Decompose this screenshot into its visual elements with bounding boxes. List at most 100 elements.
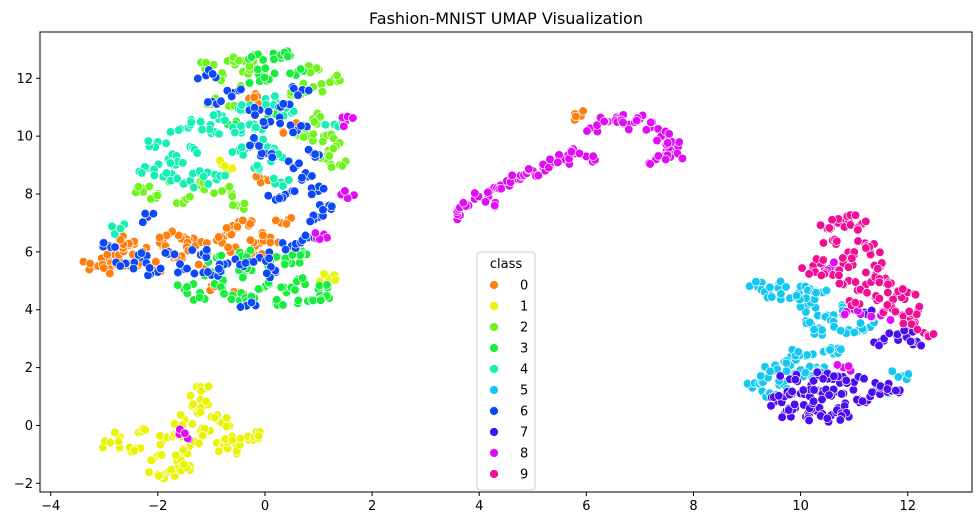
scatter-point-class-6 xyxy=(304,85,314,96)
scatter-point-class-0 xyxy=(232,222,243,232)
scatter-point-class-2 xyxy=(305,67,316,78)
legend-label-class-7: 7 xyxy=(520,426,528,441)
scatter-point-class-7 xyxy=(787,386,797,397)
scatter-point-class-1 xyxy=(235,433,246,444)
scatter-point-class-7 xyxy=(829,371,839,381)
scatter-point-class-9 xyxy=(818,255,828,265)
scatter-point-class-9 xyxy=(827,215,837,225)
scatter-point-class-7 xyxy=(916,340,926,351)
scatter-point-class-2 xyxy=(152,190,163,201)
scatter-point-class-1 xyxy=(220,161,230,171)
x-tick-label: 6 xyxy=(582,499,590,514)
scatter-point-class-6 xyxy=(288,127,298,138)
scatter-point-class-5 xyxy=(781,358,791,368)
scatter-point-class-7 xyxy=(874,340,884,351)
scatter-point-class-4 xyxy=(165,158,175,168)
scatter-point-class-8 xyxy=(646,117,656,128)
scatter-point-class-1 xyxy=(171,450,181,460)
scatter-point-class-6 xyxy=(263,106,274,117)
scatter-point-class-8 xyxy=(480,197,491,207)
scatter-point-class-3 xyxy=(253,284,264,294)
scatter-point-class-1 xyxy=(166,464,176,475)
scatter-point-class-9 xyxy=(850,210,861,220)
scatter-point-class-4 xyxy=(161,168,172,178)
scatter-point-class-7 xyxy=(809,385,819,395)
scatter-point-class-2 xyxy=(209,188,219,198)
x-tick-label: −4 xyxy=(41,499,60,514)
scatter-point-class-7 xyxy=(804,415,814,426)
scatter-point-class-8 xyxy=(832,360,843,370)
scatter-point-class-4 xyxy=(110,229,120,239)
legend-label-class-1: 1 xyxy=(520,300,528,315)
scatter-point-class-6 xyxy=(258,117,269,127)
scatter-point-class-3 xyxy=(280,259,290,269)
scatter-point-class-9 xyxy=(862,288,872,298)
legend-label-class-6: 6 xyxy=(520,405,528,420)
scatter-point-class-6 xyxy=(283,156,294,166)
scatter-point-class-1 xyxy=(140,425,150,435)
scatter-point-class-1 xyxy=(129,446,140,456)
scatter-point-class-6 xyxy=(236,84,246,94)
scatter-point-class-1 xyxy=(176,410,186,420)
scatter-point-class-5 xyxy=(800,368,811,378)
scatter-point-class-8 xyxy=(507,170,517,180)
scatter-point-class-6 xyxy=(235,302,246,312)
scatter-point-class-5 xyxy=(765,282,775,292)
scatter-point-class-3 xyxy=(276,282,286,292)
scatter-point-class-7 xyxy=(775,371,785,381)
scatter-point-class-0 xyxy=(238,215,248,226)
scatter-point-class-1 xyxy=(227,435,238,445)
scatter-point-class-2 xyxy=(298,132,309,142)
scatter-point-class-8 xyxy=(339,121,349,131)
scatter-point-class-8 xyxy=(490,200,500,211)
scatter-point-class-3 xyxy=(226,294,237,304)
scatter-point-class-9 xyxy=(818,238,829,248)
scatter-point-class-2 xyxy=(309,117,320,127)
scatter-point-class-4 xyxy=(143,136,153,146)
scatter-point-class-4 xyxy=(230,127,240,138)
scatter-point-class-9 xyxy=(861,267,871,278)
scatter-point-class-4 xyxy=(174,125,184,135)
scatter-point-class-1 xyxy=(203,381,214,392)
scatter-point-class-7 xyxy=(790,375,801,385)
scatter-point-class-3 xyxy=(219,289,229,299)
scatter-point-class-7 xyxy=(824,390,834,400)
scatter-point-class-6 xyxy=(175,259,185,269)
legend-marker-class-5 xyxy=(489,385,499,395)
scatter-point-class-7 xyxy=(818,374,828,384)
scatter-point-class-6 xyxy=(187,245,197,255)
scatter-point-class-8 xyxy=(574,148,585,159)
scatter-point-class-6 xyxy=(248,257,259,267)
y-tick-label: 4 xyxy=(25,303,33,318)
scatter-point-class-8 xyxy=(840,309,850,320)
legend-marker-class-1 xyxy=(489,301,499,311)
scatter-point-class-6 xyxy=(297,173,307,183)
scatter-point-class-2 xyxy=(144,181,155,192)
scatter-point-class-8 xyxy=(470,188,480,198)
scatter-point-class-5 xyxy=(836,326,846,336)
scatter-point-class-8 xyxy=(566,147,577,157)
scatter-point-class-9 xyxy=(816,270,827,281)
x-tick-label: 12 xyxy=(899,499,916,514)
scatter-point-class-7 xyxy=(774,391,784,401)
scatter-point-class-0 xyxy=(151,257,161,267)
scatter-point-class-3 xyxy=(238,272,248,283)
legend-marker-class-4 xyxy=(489,364,499,374)
scatter-point-class-8 xyxy=(652,135,662,146)
scatter-point-class-2 xyxy=(328,143,339,154)
scatter-point-class-6 xyxy=(144,263,155,273)
scatter-point-class-8 xyxy=(310,228,321,238)
scatter-point-class-0 xyxy=(85,258,95,269)
scatter-point-class-1 xyxy=(178,445,189,455)
scatter-point-class-5 xyxy=(776,289,786,299)
scatter-point-class-8 xyxy=(553,157,563,167)
scatter-point-class-6 xyxy=(280,244,291,255)
scatter-point-class-9 xyxy=(898,284,908,294)
scatter-point-class-6 xyxy=(169,249,180,259)
scatter-point-class-5 xyxy=(836,344,846,354)
scatter-point-class-8 xyxy=(348,113,358,123)
scatter-point-class-8 xyxy=(664,129,674,139)
scatter-point-class-0 xyxy=(223,242,233,252)
scatter-point-class-1 xyxy=(188,399,198,409)
